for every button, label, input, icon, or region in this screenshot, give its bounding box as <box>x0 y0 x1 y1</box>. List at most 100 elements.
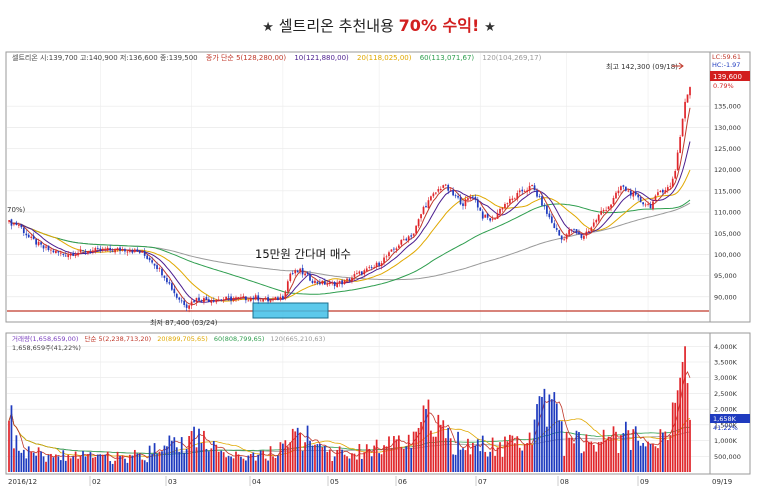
candle-body <box>637 194 640 198</box>
volume-bar <box>686 383 689 472</box>
candle-body <box>92 250 94 252</box>
candle-body <box>193 301 195 303</box>
volume-bar <box>511 435 514 472</box>
volume-bar <box>333 456 336 472</box>
volume-bar <box>412 431 415 472</box>
candle-body <box>180 300 183 302</box>
candle-body <box>420 214 422 219</box>
volume-bar <box>469 454 472 472</box>
volume-bar <box>262 450 265 472</box>
volume-bar <box>319 444 321 472</box>
volume-bar <box>59 460 62 472</box>
price-axis-labels: 90,000 95,000 100,000 105,000 110,000 115,000… <box>714 103 741 302</box>
volume-bar <box>136 453 139 472</box>
volume-bar <box>257 454 260 472</box>
volume-tick-label: 3,500K <box>714 359 738 367</box>
price-tick-label: 135,000 <box>714 103 741 111</box>
volume-bar <box>198 428 200 472</box>
candle-body <box>528 185 531 191</box>
lc-label: LC:59.61 <box>712 53 741 61</box>
volume-bar <box>151 454 153 472</box>
volume-bar <box>259 450 262 472</box>
candle-body <box>163 275 166 278</box>
volume-bar <box>119 455 121 472</box>
candle-body <box>370 267 373 268</box>
candle-body <box>676 152 679 171</box>
volume-bar <box>116 451 119 472</box>
volume-bar <box>489 451 492 472</box>
candle-body <box>412 233 415 236</box>
candle-body <box>390 249 393 252</box>
volume-bar <box>20 452 23 472</box>
volume-bar <box>264 458 267 472</box>
volume-bar <box>679 377 681 472</box>
candle-body <box>600 210 603 215</box>
volume-bar <box>27 446 30 472</box>
candle-body <box>642 202 644 205</box>
candle-body <box>217 299 220 301</box>
price-tick-label: 110,000 <box>714 209 741 217</box>
candle-body <box>627 190 630 192</box>
volume-bar <box>504 436 506 472</box>
volume-bar <box>681 362 684 472</box>
volume-bar <box>183 452 186 472</box>
price-panel-frame <box>5 51 711 323</box>
candle-body <box>560 235 563 240</box>
candle-body <box>69 253 72 256</box>
volume-bar <box>111 463 114 472</box>
volume-bar <box>573 443 575 472</box>
candle-body <box>464 199 467 207</box>
volume-bar <box>531 444 533 472</box>
volume-bar <box>346 456 348 472</box>
price-tick-label: 130,000 <box>714 124 741 132</box>
candle-body <box>311 280 314 283</box>
volume-bar <box>506 441 509 472</box>
volume-bar <box>284 440 287 472</box>
candle-body <box>158 267 161 269</box>
candle-body <box>620 186 622 191</box>
candle-body <box>254 295 257 300</box>
candle-body <box>143 251 146 256</box>
volume-bar <box>439 424 442 472</box>
volume-bar <box>474 445 477 472</box>
current-price-badge <box>710 71 750 81</box>
candle-body <box>417 219 420 227</box>
candle-body <box>439 188 442 191</box>
candle-body <box>301 268 304 275</box>
volume-bar <box>190 431 193 472</box>
candle-body <box>151 260 153 263</box>
volume-bar <box>18 450 20 472</box>
candle-body <box>506 203 509 205</box>
volume-bar <box>237 454 240 472</box>
candle-body <box>548 213 551 218</box>
candle-body <box>568 229 570 235</box>
candle-body <box>222 299 225 301</box>
volume-bar <box>397 435 400 472</box>
candle-body <box>141 251 144 253</box>
candle-body <box>449 189 452 191</box>
volume-bar <box>472 442 474 472</box>
title-highlight: 70% 수익! <box>398 16 480 35</box>
buy-zone-box <box>252 302 329 319</box>
svg-text:셀트리온 시:139,700 고:140,900 저:136: 셀트리온 시:139,700 고:140,900 저:136,600 종:139… <box>12 53 542 62</box>
candle-body <box>114 248 116 253</box>
volume-bar <box>533 419 536 472</box>
candle-body <box>42 245 45 249</box>
volume-bar <box>360 458 363 472</box>
volume-bar <box>341 449 343 472</box>
candle-body <box>454 195 457 197</box>
candle-body <box>161 268 163 276</box>
candle-body <box>274 296 277 300</box>
candle-body <box>269 300 272 302</box>
volume-bar <box>494 455 496 472</box>
volume-tick-label: 500,000 <box>714 453 741 461</box>
candle-body <box>45 246 47 248</box>
volume-bar <box>210 448 213 472</box>
candle-body <box>509 198 511 204</box>
candle-body <box>188 305 190 309</box>
candle-body <box>622 185 625 187</box>
volume-axis-labels: 500,000 1,000K 1,500K 2,000K 2,500K 3,000K 3,5… <box>714 343 741 461</box>
x-tick-label: 09/19 <box>712 478 732 486</box>
candle-body <box>8 220 10 222</box>
volume-bar <box>124 458 126 472</box>
